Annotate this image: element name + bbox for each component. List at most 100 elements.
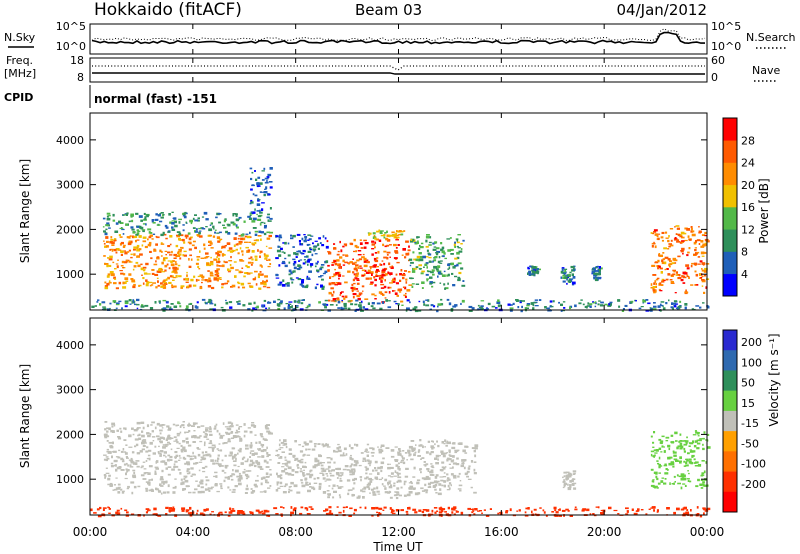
scatter-cell <box>176 255 181 257</box>
scatter-cell <box>182 446 186 450</box>
velocity-colorbar-tick: -50 <box>741 437 759 450</box>
scatter-cell <box>574 304 577 308</box>
scatter-cell <box>148 241 152 245</box>
scatter-cell <box>429 276 433 279</box>
scatter-cell <box>531 510 533 513</box>
scatter-cell <box>336 253 340 256</box>
scatter-cell <box>239 271 244 273</box>
scatter-cell <box>263 194 266 197</box>
scatter-cell <box>371 488 374 491</box>
scatter-cell <box>303 453 306 456</box>
scatter-cell <box>679 235 683 238</box>
scatter-cell <box>325 468 330 470</box>
scatter-cell <box>624 304 628 307</box>
scatter-cell <box>174 478 177 480</box>
scatter-cell <box>665 468 668 471</box>
scatter-cell <box>404 295 407 298</box>
scatter-cell <box>214 273 219 276</box>
scatter-cell <box>686 267 690 270</box>
scatter-cell <box>214 425 217 428</box>
power-colorbar-tick: 20 <box>741 179 755 192</box>
scatter-cell <box>250 442 253 445</box>
scatter-cell <box>527 266 530 270</box>
scatter-cell <box>381 277 384 280</box>
scatter-cell <box>562 481 565 483</box>
scatter-cell <box>311 448 316 451</box>
scatter-cell <box>300 468 302 470</box>
scatter-cell <box>600 512 604 515</box>
scatter-cell <box>661 239 664 242</box>
scatter-cell <box>212 225 215 229</box>
scatter-cell <box>674 481 676 483</box>
scatter-cell <box>246 266 250 269</box>
scatter-cell <box>285 472 289 475</box>
scatter-cell <box>394 460 398 462</box>
scatter-cell <box>580 299 583 301</box>
scatter-cell <box>269 473 272 476</box>
scatter-cell <box>218 231 222 234</box>
scatter-cell <box>663 279 666 282</box>
scatter-cell <box>209 271 213 274</box>
scatter-cell <box>216 274 220 278</box>
scatter-cell <box>314 457 318 461</box>
scatter-cell <box>598 269 601 272</box>
scatter-cell <box>261 179 265 181</box>
scatter-cell <box>208 240 212 243</box>
scatter-cell <box>544 306 547 309</box>
scatter-cell <box>128 240 133 244</box>
scatter-cell <box>594 301 597 303</box>
scatter-cell <box>356 246 360 249</box>
scatter-cell <box>682 252 684 255</box>
scatter-cell <box>227 440 231 443</box>
scatter-cell <box>178 237 181 241</box>
scatter-cell <box>201 298 206 301</box>
scatter-cell <box>129 464 132 467</box>
scatter-cell <box>234 485 238 488</box>
power-colorbar-segment <box>723 207 737 230</box>
scatter-cell <box>221 253 225 256</box>
scatter-cell <box>201 276 204 279</box>
scatter-cell <box>437 265 441 269</box>
scatter-cell <box>608 506 612 510</box>
scatter-cell <box>470 508 473 510</box>
scatter-cell <box>690 264 693 268</box>
scatter-cell <box>234 453 237 457</box>
scatter-cell <box>397 453 402 456</box>
beam-title: Beam 03 <box>355 1 422 19</box>
scatter-cell <box>386 254 389 256</box>
scatter-cell <box>526 307 529 309</box>
scatter-cell <box>394 250 398 253</box>
scatter-cell <box>359 307 361 310</box>
scatter-cell <box>396 493 400 496</box>
scatter-cell <box>258 448 261 450</box>
scatter-cell <box>204 301 206 304</box>
scatter-cell <box>467 507 471 510</box>
scatter-cell <box>349 473 354 476</box>
scatter-cell <box>519 301 522 304</box>
velocity-colorbar-tick: -100 <box>741 458 766 471</box>
scatter-cell <box>691 233 696 237</box>
scatter-cell <box>194 246 197 250</box>
scatter-cell <box>120 272 124 275</box>
scatter-cell <box>441 255 444 257</box>
scatter-cell <box>571 273 574 276</box>
scatter-cell <box>195 278 198 282</box>
scatter-cell <box>406 289 411 292</box>
scatter-cell <box>680 250 684 253</box>
scatter-cell <box>382 293 385 296</box>
scatter-cell <box>331 276 335 278</box>
scatter-cell <box>128 260 131 263</box>
scatter-cell <box>354 244 358 248</box>
scatter-cell <box>372 493 377 496</box>
scatter-cell <box>219 238 223 240</box>
scatter-cell <box>254 258 258 261</box>
scatter-cell <box>382 457 385 460</box>
scatter-cell <box>228 301 233 304</box>
scatter-cell <box>120 469 125 471</box>
scatter-cell <box>284 462 289 465</box>
scatter-cell <box>111 455 113 459</box>
scatter-cell <box>275 235 279 237</box>
scatter-cell <box>245 470 250 472</box>
scatter-cell <box>381 273 385 277</box>
scatter-cell <box>203 467 206 469</box>
